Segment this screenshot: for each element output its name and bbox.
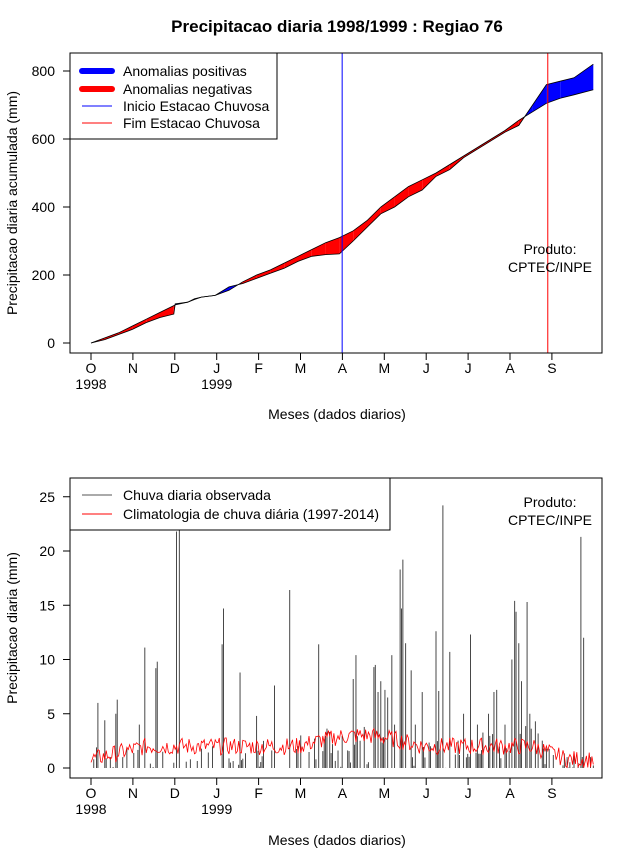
y-tick-label: 200	[32, 267, 56, 283]
anomaly-area	[311, 242, 326, 257]
anomaly-area	[394, 186, 409, 207]
bottom-legend-box	[69, 477, 391, 531]
x-year-label: 1999	[201, 801, 232, 817]
anomaly-area	[546, 81, 561, 104]
x-tick-label: F	[254, 785, 263, 801]
legend-end-label: Fim Estacao Chuvosa	[123, 115, 260, 131]
anomaly-area	[380, 196, 395, 214]
x-tick-label: O	[86, 785, 97, 801]
anomaly-area	[256, 269, 271, 279]
x-tick-label: J	[465, 785, 472, 801]
legend-observed-label: Chuva diaria observada	[123, 487, 271, 503]
x-year-label: 1998	[75, 376, 106, 392]
y-tick-label: 25	[39, 489, 55, 505]
top-chart-area	[90, 53, 594, 353]
top-x-axis-label: Meses (dados diarios)	[268, 406, 406, 422]
x-tick-label: A	[505, 360, 515, 376]
x-tick-label: J	[423, 360, 430, 376]
top-x-axis: O N D J F M A M J J A S 1998 1999	[75, 352, 557, 392]
x-tick-label: A	[338, 360, 348, 376]
bottom-product-label-2: CPTEC/INPE	[508, 512, 592, 528]
anomaly-area	[270, 263, 285, 274]
y-tick-label: 0	[47, 335, 55, 351]
x-tick-label: J	[465, 360, 472, 376]
top-y-axis: 0 200 400 600 800	[32, 63, 71, 351]
anomaly-area	[422, 173, 436, 190]
y-tick-label: 20	[39, 543, 55, 559]
y-tick-label: 600	[32, 131, 56, 147]
x-tick-label: N	[128, 785, 138, 801]
x-tick-label: M	[378, 785, 390, 801]
anomaly-area	[160, 305, 174, 318]
climatology-line	[90, 727, 594, 769]
x-tick-label: O	[86, 360, 97, 376]
anomaly-area	[408, 179, 423, 197]
x-tick-label: F	[254, 360, 263, 376]
anomaly-area	[146, 312, 160, 323]
anomaly-area	[436, 164, 450, 177]
legend-start-label: Inicio Estacao Chuvosa	[123, 98, 270, 114]
x-tick-label: J	[213, 360, 220, 376]
anomaly-area	[339, 230, 354, 254]
y-tick-label: 0	[47, 760, 55, 776]
y-tick-label: 15	[39, 597, 55, 613]
bottom-y-axis-label: Precipitacao diaria (mm)	[4, 552, 20, 704]
x-tick-label: N	[128, 360, 138, 376]
top-legend: Anomalias positivas Anomalias negativas …	[69, 52, 278, 140]
x-tick-label: A	[338, 785, 348, 801]
top-product-label-2: CPTEC/INPE	[508, 259, 592, 275]
y-tick-label: 400	[32, 199, 56, 215]
anomaly-area	[560, 77, 574, 99]
x-tick-label: J	[213, 785, 220, 801]
x-tick-label: A	[505, 785, 515, 801]
x-tick-label: D	[170, 785, 180, 801]
bottom-x-axis-label: Meses (dados diarios)	[268, 832, 406, 848]
bottom-chart-area	[90, 505, 594, 769]
bottom-x-axis: O N D J F M A M J J A S 1998 1999	[75, 777, 557, 817]
anomaly-area	[298, 249, 312, 262]
x-tick-label: S	[547, 785, 556, 801]
x-tick-label: D	[170, 360, 180, 376]
y-tick-label: 10	[39, 652, 55, 668]
anomaly-area	[574, 64, 594, 95]
top-y-axis-label: Precipitacao diaria acumulada (mm)	[4, 91, 20, 315]
bottom-legend: Chuva diaria observada Climatologia de c…	[69, 477, 391, 531]
x-year-label: 1999	[201, 376, 232, 392]
y-tick-label: 800	[32, 63, 56, 79]
top-product-label-1: Produto:	[524, 241, 577, 257]
top-chart-title: Precipitacao diaria 1998/1999 : Regiao 7…	[171, 17, 503, 36]
legend-climatology-label: Climatologia de chuva diária (1997-2014)	[123, 506, 379, 522]
anomaly-area	[132, 319, 147, 330]
accumulated-line	[90, 63, 594, 344]
x-tick-label: M	[295, 785, 307, 801]
top-legend-box	[69, 52, 278, 140]
anomaly-area	[353, 220, 367, 241]
legend-negative-label: Anomalias negativas	[123, 81, 252, 97]
y-tick-label: 5	[47, 706, 55, 722]
x-tick-label: S	[547, 360, 556, 376]
x-tick-label: M	[378, 360, 390, 376]
x-year-label: 1998	[75, 801, 106, 817]
x-tick-label: J	[423, 785, 430, 801]
anomaly-area	[367, 207, 381, 228]
bottom-product-label-1: Produto:	[524, 494, 577, 510]
bottom-y-axis: 0 5 10 15 20 25	[39, 489, 71, 776]
legend-positive-label: Anomalias positivas	[123, 63, 247, 79]
accumulated-line	[90, 89, 594, 344]
x-tick-label: M	[295, 360, 307, 376]
anomaly-area	[284, 256, 298, 269]
